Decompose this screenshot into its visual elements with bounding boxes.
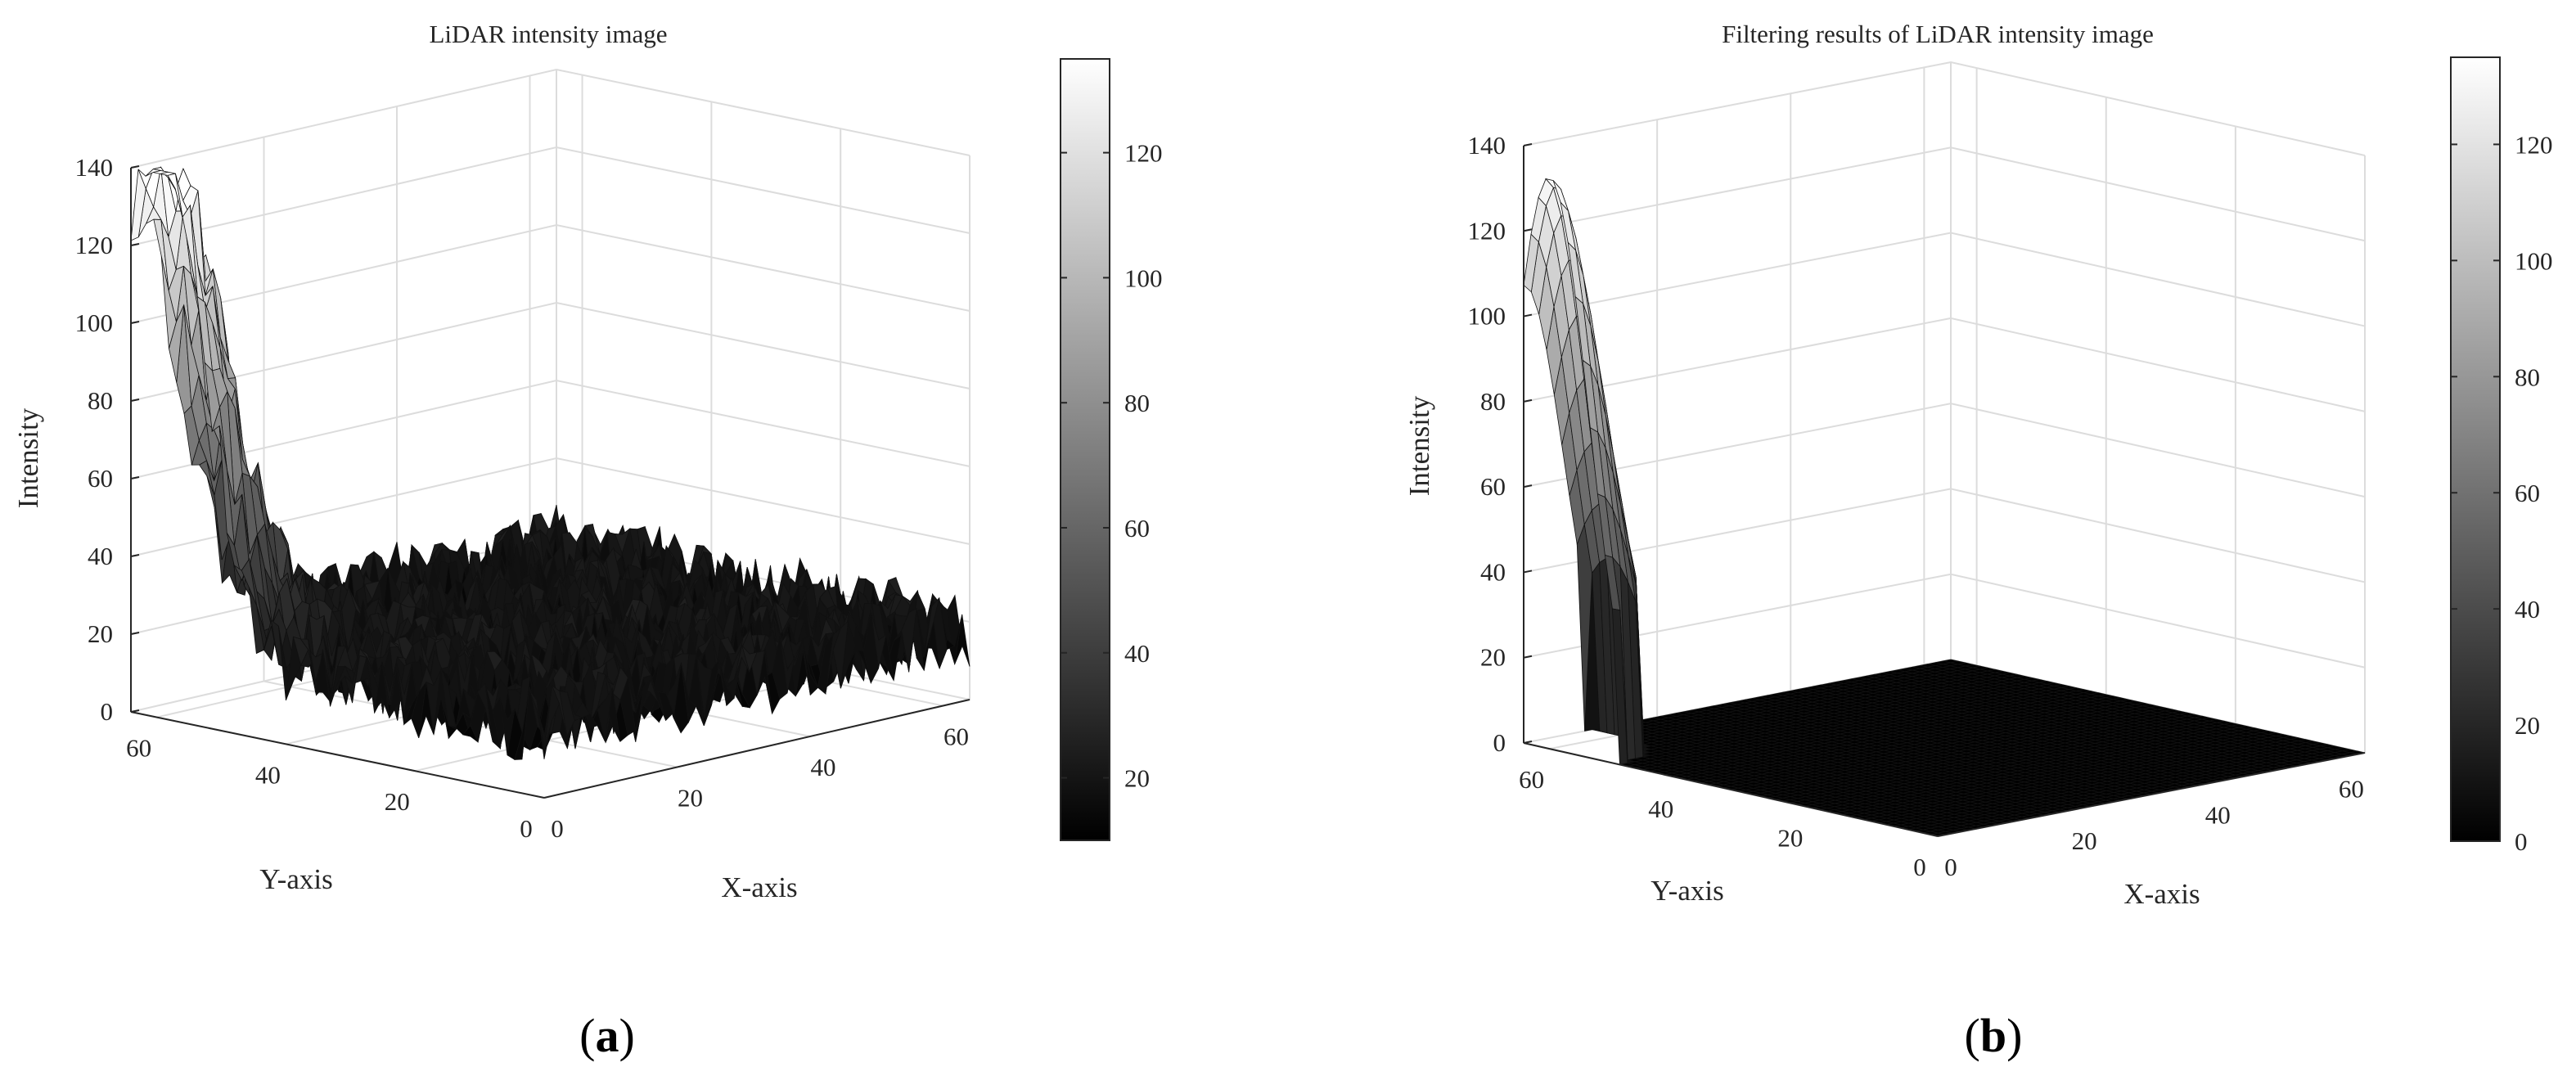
x-tick-label: 20	[678, 784, 703, 813]
colorbar-tick-label: 100	[1124, 263, 1163, 292]
panel-a-x-axis-label: X-axis	[721, 871, 797, 903]
x-tick-label: 60	[943, 723, 969, 751]
panel-b: Filtering results of LiDAR intensity ima…	[1403, 20, 2553, 1062]
colorbar-tick-label: 120	[1124, 139, 1163, 168]
x-tick-label: 0	[551, 814, 564, 843]
gridline-z	[1523, 403, 2366, 498]
gridline-z	[1523, 488, 2366, 583]
colorbar-frame	[1060, 58, 1110, 841]
z-tick-mark	[130, 243, 140, 246]
z-tick-label: 140	[75, 153, 114, 182]
gridline-z	[1523, 573, 2366, 669]
colorbar-tick-label: 80	[1124, 389, 1150, 417]
panel-a-caption: (a)	[579, 1009, 635, 1062]
y-tick-label: 40	[255, 760, 281, 789]
gridline-z	[1523, 232, 2366, 327]
z-tick-label: 100	[75, 308, 114, 337]
gridline-z	[130, 301, 971, 402]
panel-a-surface	[130, 165, 971, 761]
panel-a-y-axis-label: Y-axis	[259, 863, 332, 895]
z-tick-label: 20	[88, 619, 113, 648]
panel-a-tick-labels: 0 20 40 60 80 100 120 140 0 20 40 60 0 20 40 60	[75, 153, 970, 843]
panel-b-title: Filtering results of LiDAR intensity ima…	[1722, 20, 2154, 48]
z-tick-mark	[130, 476, 140, 479]
z-tick-mark	[130, 554, 140, 557]
colorbar-tick-label: 40	[1124, 639, 1150, 668]
z-tick-label: 120	[75, 231, 114, 259]
y-tick-label: 20	[385, 787, 410, 816]
gridline-z	[130, 379, 971, 479]
z-tick-label: 60	[88, 464, 113, 493]
colorbar-gradient	[1061, 59, 1110, 840]
gridline-z	[1523, 146, 2366, 242]
z-tick-mark	[130, 398, 140, 402]
z-tick-label: 80	[88, 386, 113, 415]
gridline-z	[130, 146, 971, 246]
panel-a: LiDAR intensity image 0 20 40 60 80 100 120 140…	[12, 20, 1163, 1062]
z-tick-mark	[130, 165, 140, 169]
z-tick-label: 0	[101, 697, 114, 726]
z-tick-mark	[130, 632, 140, 635]
panel-b-surface	[1523, 178, 2366, 837]
x-tick-label: 40	[811, 753, 836, 781]
panel-a-title: LiDAR intensity image	[429, 20, 667, 48]
y-tick-label: 60	[126, 734, 151, 763]
gridline-x	[1923, 67, 2339, 759]
gridline-z	[130, 223, 971, 324]
y-tick-label: 0	[520, 814, 533, 843]
colorbar-tick-label: 60	[1124, 514, 1150, 542]
gridline-z	[1523, 317, 2366, 412]
colorbar-tick-label: 20	[1124, 764, 1150, 793]
y-axis-line	[130, 711, 545, 799]
gridline-z	[1523, 61, 2366, 156]
z-tick-mark	[130, 709, 140, 713]
panel-a-axes	[130, 165, 971, 799]
panel-a-z-axis-label: Intensity	[12, 407, 44, 508]
z-tick-mark	[130, 321, 140, 324]
z-tick-label: 40	[88, 542, 113, 570]
panel-a-colorbar: 20 40 60 80 100 120	[1060, 58, 1163, 841]
surface-patch	[536, 700, 552, 759]
panel-a-caption-letter: a	[596, 1009, 619, 1062]
x-axis-line	[543, 699, 971, 799]
gridline-z	[130, 68, 971, 169]
